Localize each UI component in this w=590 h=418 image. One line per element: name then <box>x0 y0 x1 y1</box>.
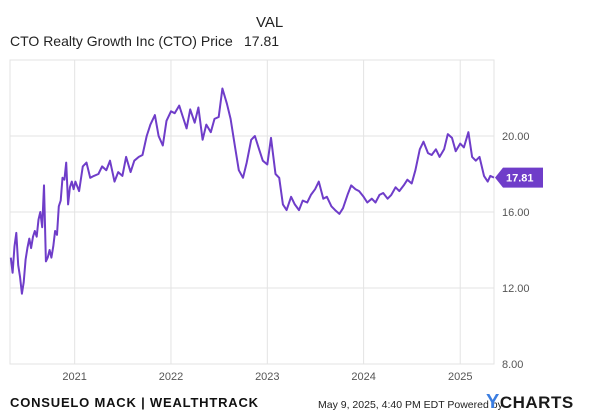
legend-series-value: 17.81 <box>244 33 280 49</box>
x-tick-label: 2022 <box>159 371 183 383</box>
x-tick-label: 2023 <box>255 371 279 383</box>
footer-timestamp: May 9, 2025, 4:40 PM EDT Powered by <box>318 399 503 411</box>
x-tick-label: 2025 <box>448 371 472 383</box>
ycharts-logo-mark: Y <box>486 391 500 413</box>
price-chart: 8.00 12.00 16.00 20.00 2021 2022 2023 2024 2025… <box>9 59 543 383</box>
ycharts-logo-text: CHARTS <box>499 393 574 412</box>
legend-column-header: VAL <box>256 14 284 31</box>
last-value-label: 17.81 <box>506 173 534 185</box>
footer-brand: CONSUELO MACK | WEALTHTRACK <box>10 395 259 410</box>
y-tick-label: 16.00 <box>502 207 530 219</box>
ycharts-logo: YCHARTS <box>486 391 574 414</box>
last-value-tag <box>495 167 543 188</box>
y-tick-label: 12.00 <box>502 283 530 295</box>
y-tick-label: 8.00 <box>502 359 523 371</box>
x-tick-label: 2021 <box>62 371 86 383</box>
legend-series-name: CTO Realty Growth Inc (CTO) Price <box>10 33 233 49</box>
x-tick-label: 2024 <box>351 371 375 383</box>
series-line <box>9 87 495 295</box>
y-tick-label: 20.00 <box>502 131 530 143</box>
